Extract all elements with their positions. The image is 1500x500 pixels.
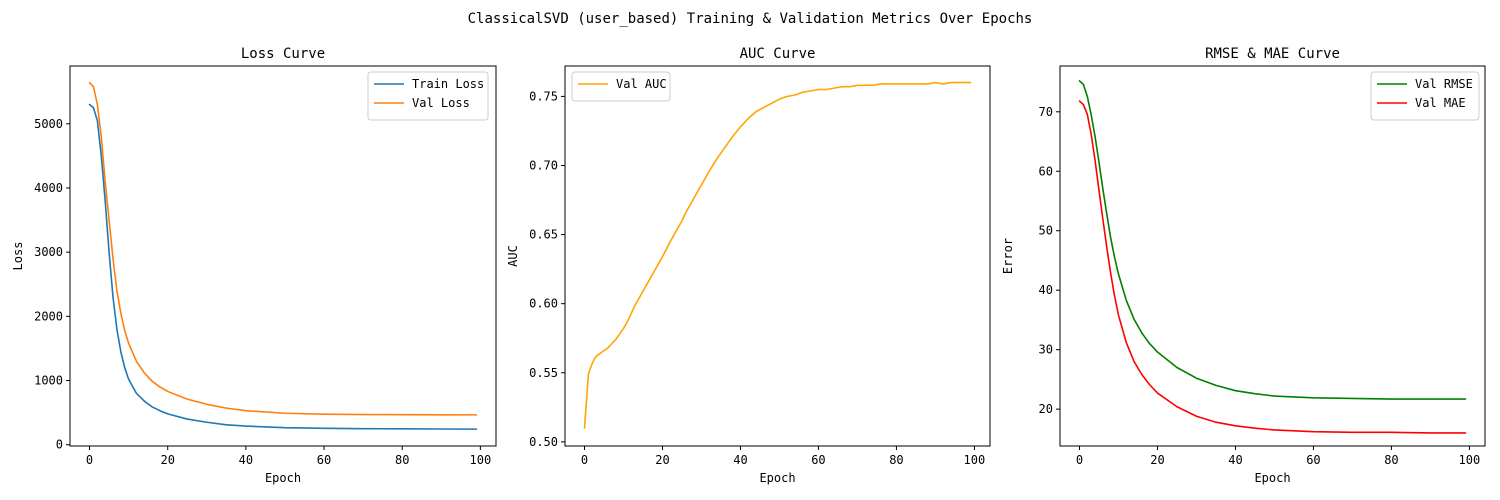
series-line-2 xyxy=(88,81,478,416)
x-axis-label: Epoch xyxy=(265,471,301,485)
axes-frame xyxy=(1059,65,1486,447)
y-tick-label: 0 xyxy=(56,438,63,452)
x-tick-label: 80 xyxy=(395,453,409,467)
subplot-title: Loss Curve xyxy=(241,46,325,62)
x-tick-label: 20 xyxy=(1150,453,1164,467)
y-tick-label: 0.75 xyxy=(529,89,558,103)
x-tick-label: 100 xyxy=(470,453,492,467)
series-line-1 xyxy=(88,103,478,430)
legend: Val AUC xyxy=(571,71,671,102)
x-tick-label: 60 xyxy=(1306,453,1320,467)
legend: Val RMSE Val MAE xyxy=(1370,71,1480,121)
subplot-2: AUC Curve 0 20 40 60 80 100 0.50 0.55 0.60 0.65 0.7… xyxy=(506,46,991,485)
series-line-1 xyxy=(583,81,972,429)
y-axis-label: AUC xyxy=(506,245,520,267)
y-axis-label: Error xyxy=(1001,238,1015,274)
y-tick-label: 20 xyxy=(1039,402,1053,416)
y-tick-label: 4000 xyxy=(34,181,63,195)
y-tick-label: 0.70 xyxy=(529,158,558,172)
x-axis-label: Epoch xyxy=(759,471,795,485)
y-tick-label: 0.60 xyxy=(529,297,558,311)
legend-label: Val AUC xyxy=(616,77,667,91)
x-tick-label: 80 xyxy=(1384,453,1398,467)
subplot-title: RMSE & MAE Curve xyxy=(1205,46,1340,62)
y-tick-label: 60 xyxy=(1039,164,1053,178)
y-tick-label: 5000 xyxy=(34,117,63,131)
x-tick-label: 20 xyxy=(160,453,174,467)
x-tick-label: 0 xyxy=(1076,453,1083,467)
x-tick-label: 60 xyxy=(811,453,825,467)
x-axis-label: Epoch xyxy=(1254,471,1290,485)
subplot-title: AUC Curve xyxy=(740,46,816,62)
legend-label: Val RMSE xyxy=(1415,77,1473,91)
x-tick-label: 20 xyxy=(655,453,669,467)
series-line-1 xyxy=(1078,80,1467,400)
y-tick-label: 30 xyxy=(1039,343,1053,357)
y-tick-label: 0.50 xyxy=(529,435,558,449)
x-tick-label: 0 xyxy=(581,453,588,467)
legend-label: Val Loss xyxy=(412,96,470,110)
axes-frame xyxy=(564,65,991,447)
x-tick-label: 0 xyxy=(86,453,93,467)
x-tick-label: 40 xyxy=(733,453,747,467)
y-tick-label: 0.55 xyxy=(529,366,558,380)
series-line-2 xyxy=(1078,100,1467,434)
subplot-3: RMSE & MAE Curve 0 20 40 60 80 100 20 30 40 50 60 70… xyxy=(1001,46,1486,485)
legend-label: Val MAE xyxy=(1415,96,1466,110)
legend-label: Train Loss xyxy=(412,77,484,91)
legend-box xyxy=(571,71,671,102)
legend: Train Loss Val Loss xyxy=(367,71,489,121)
y-tick-label: 40 xyxy=(1039,283,1053,297)
figure-suptitle: ClassicalSVD (user_based) Training & Val… xyxy=(468,11,1033,27)
y-tick-label: 2000 xyxy=(34,309,63,323)
x-tick-label: 40 xyxy=(239,453,253,467)
x-tick-label: 100 xyxy=(1459,453,1481,467)
y-axis-label: Loss xyxy=(11,242,25,271)
y-tick-label: 70 xyxy=(1039,105,1053,119)
y-tick-label: 3000 xyxy=(34,245,63,259)
x-tick-label: 40 xyxy=(1228,453,1242,467)
x-tick-label: 100 xyxy=(964,453,986,467)
y-tick-label: 1000 xyxy=(34,374,63,388)
x-tick-label: 60 xyxy=(317,453,331,467)
x-tick-label: 80 xyxy=(889,453,903,467)
y-tick-label: 50 xyxy=(1039,224,1053,238)
y-tick-label: 0.65 xyxy=(529,228,558,242)
axes-frame xyxy=(69,65,497,447)
